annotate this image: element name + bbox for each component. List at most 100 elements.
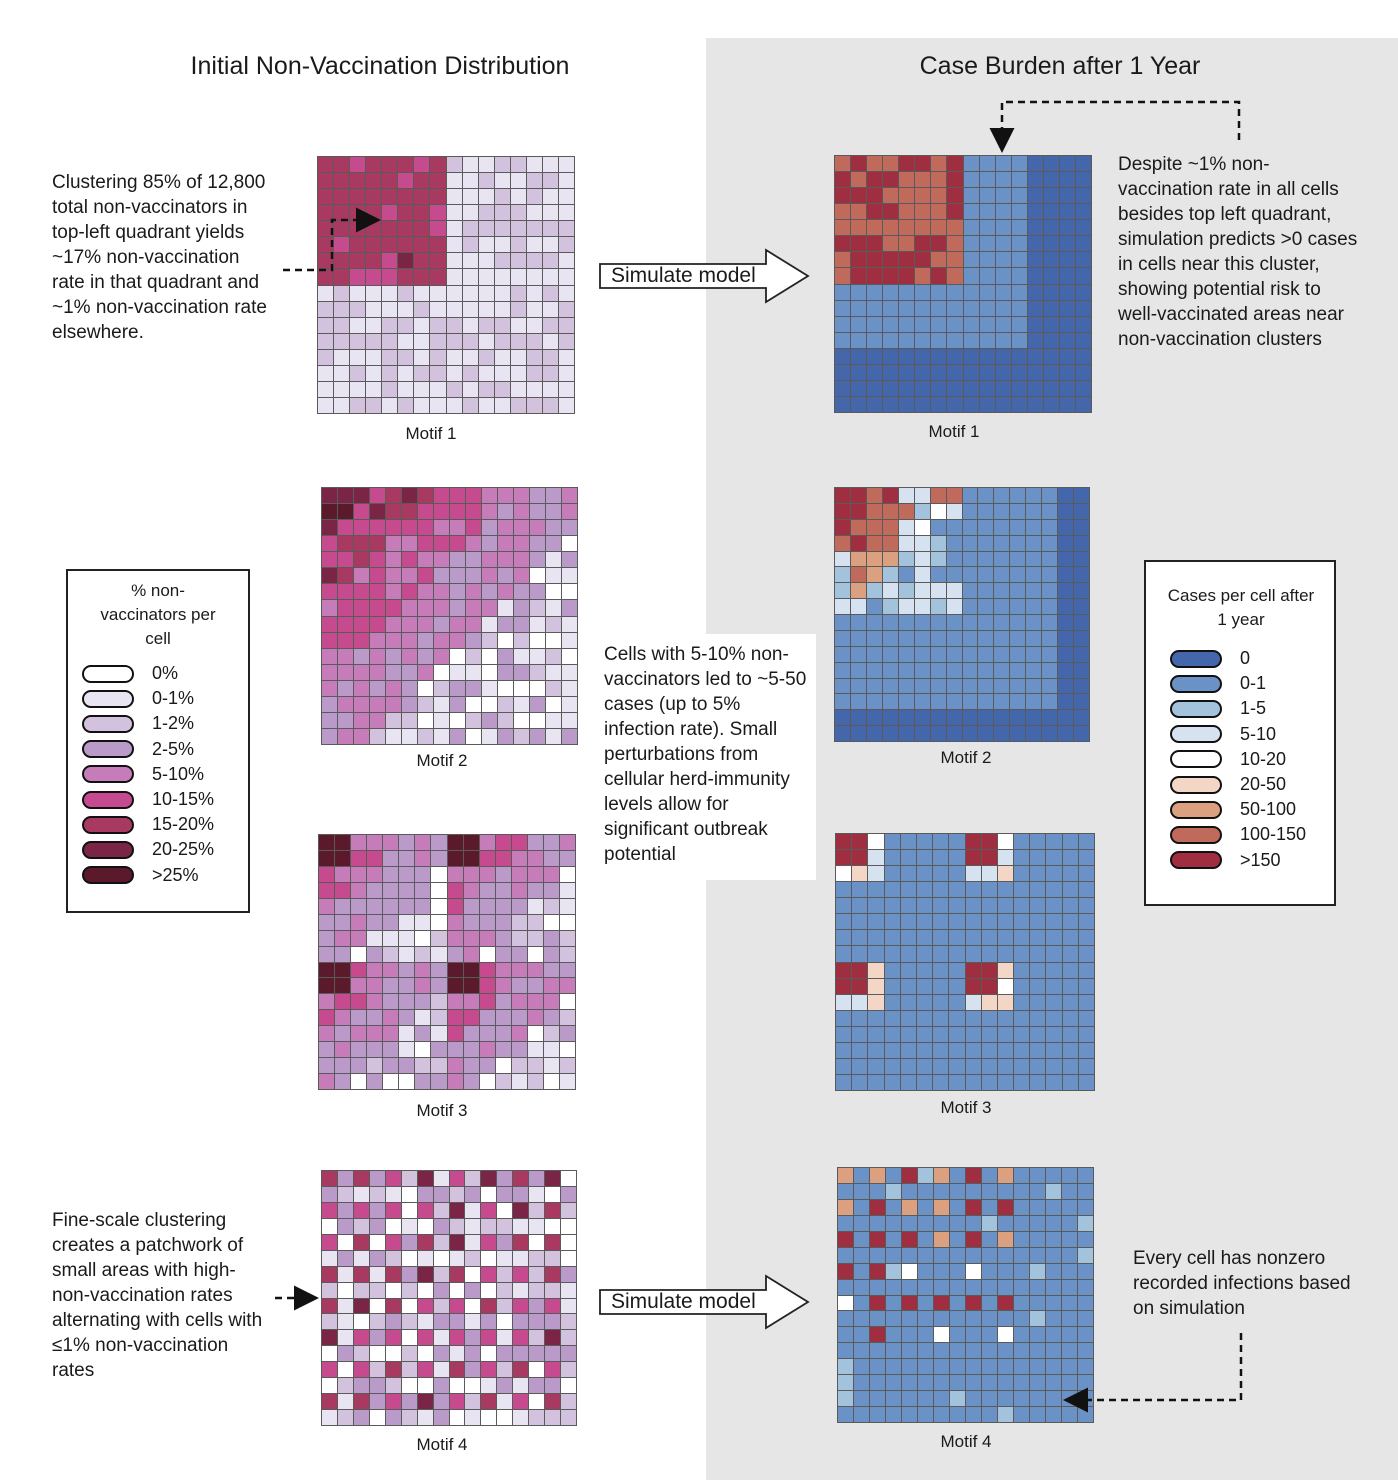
grid-cell — [450, 712, 465, 728]
grid-cell — [418, 680, 433, 696]
legend-swatch — [1170, 674, 1222, 693]
grid-cell — [414, 205, 430, 221]
grid-cell — [497, 1171, 513, 1186]
grid-cell — [338, 600, 353, 616]
grid-cell — [838, 1247, 853, 1263]
grid-cell — [450, 584, 465, 600]
grid-cell — [431, 835, 447, 850]
grid-cell — [526, 221, 542, 237]
grid-cell — [898, 503, 914, 519]
grid-cell — [559, 914, 575, 930]
legend-item: 5-10% — [82, 762, 248, 787]
grid-cell — [498, 536, 513, 552]
grid-cell — [1011, 380, 1027, 396]
grid-cell — [319, 1074, 335, 1089]
grid-cell — [851, 188, 867, 204]
grid-cell — [866, 710, 882, 726]
grid-cell — [350, 189, 366, 205]
grid-cell — [527, 850, 543, 866]
grid-cell — [915, 316, 931, 332]
grid-cell — [882, 535, 898, 551]
grid-cell — [543, 994, 559, 1010]
grid-cell — [498, 600, 513, 616]
grid-cell — [322, 664, 337, 680]
grid-cell — [495, 1026, 511, 1042]
grid-cell — [981, 882, 997, 898]
grid-cell — [399, 978, 415, 994]
grid-cell — [463, 1058, 479, 1074]
grid-cell — [868, 914, 884, 930]
grid-cell — [353, 1330, 369, 1346]
grid-cell — [884, 850, 900, 866]
grid-cell — [852, 834, 868, 850]
grid-cell — [399, 1074, 415, 1089]
grid-cell — [546, 680, 561, 696]
grid-cell — [319, 994, 335, 1010]
grid-cell — [979, 316, 995, 332]
grid-cell — [495, 1042, 511, 1058]
grid-cell — [1014, 946, 1030, 962]
grid-cell — [1058, 694, 1074, 710]
legend-label: 1-5 — [1240, 698, 1267, 719]
grid-cell — [513, 1171, 529, 1186]
grid-cell — [527, 1074, 543, 1089]
grid-cell — [383, 978, 399, 994]
grid-cell — [1046, 1359, 1061, 1375]
grid-cell — [511, 866, 527, 882]
grid-cell — [1027, 172, 1043, 188]
grid-cell — [1062, 1199, 1077, 1215]
grid-cell — [370, 632, 385, 648]
grid-cell — [962, 519, 978, 535]
grid-cell — [947, 380, 963, 396]
grid-cell — [562, 504, 577, 520]
grid-cell — [998, 1168, 1013, 1183]
grid-cell — [916, 834, 933, 850]
grid-cell — [466, 536, 481, 552]
grid-cell — [997, 930, 1014, 946]
grid-cell — [850, 583, 866, 599]
grid-cell — [1027, 156, 1043, 172]
grid-cell — [354, 648, 369, 664]
grid-cell — [934, 1391, 949, 1407]
grid-cell — [559, 962, 575, 978]
grid-cell — [430, 333, 446, 349]
grid-cell — [382, 189, 398, 205]
grid-cell — [543, 1074, 559, 1089]
legend-label: 5-10% — [152, 763, 205, 784]
grid-cell — [915, 348, 931, 364]
grid-cell — [898, 519, 914, 535]
grid-cell — [354, 536, 369, 552]
grid-cell — [867, 348, 883, 364]
grid-cell — [946, 567, 962, 583]
grid-cell — [482, 616, 497, 632]
grid-cell — [963, 204, 979, 220]
grid-cell — [481, 1314, 497, 1330]
grid-cell — [914, 583, 930, 599]
grid-cell — [962, 503, 978, 519]
grid-cell — [965, 914, 981, 930]
grid-cell — [494, 333, 510, 349]
grid-cell — [353, 1186, 369, 1202]
grid-cell — [1030, 1375, 1045, 1391]
grid-cell — [947, 172, 963, 188]
grid-cell — [1059, 316, 1075, 332]
grid-cell — [1046, 930, 1062, 946]
grid-cell — [1062, 1074, 1078, 1090]
grid-cell — [399, 946, 415, 962]
grid-cell — [963, 284, 979, 300]
grid-cell — [417, 1314, 433, 1330]
grid-cell — [931, 348, 947, 364]
grid-cell — [916, 882, 933, 898]
grid-cell — [1075, 284, 1091, 300]
grid-cell — [915, 380, 931, 396]
grid-cell — [370, 712, 385, 728]
grid-cell — [900, 1074, 916, 1090]
grid-cell — [386, 632, 401, 648]
grid-cell — [1011, 236, 1027, 252]
grid-cell — [916, 850, 933, 866]
grid-cell — [866, 519, 882, 535]
grid-cell — [434, 520, 449, 536]
grid-cell — [449, 1362, 465, 1378]
grid-cell — [449, 1202, 465, 1218]
grid-cell — [350, 269, 366, 285]
